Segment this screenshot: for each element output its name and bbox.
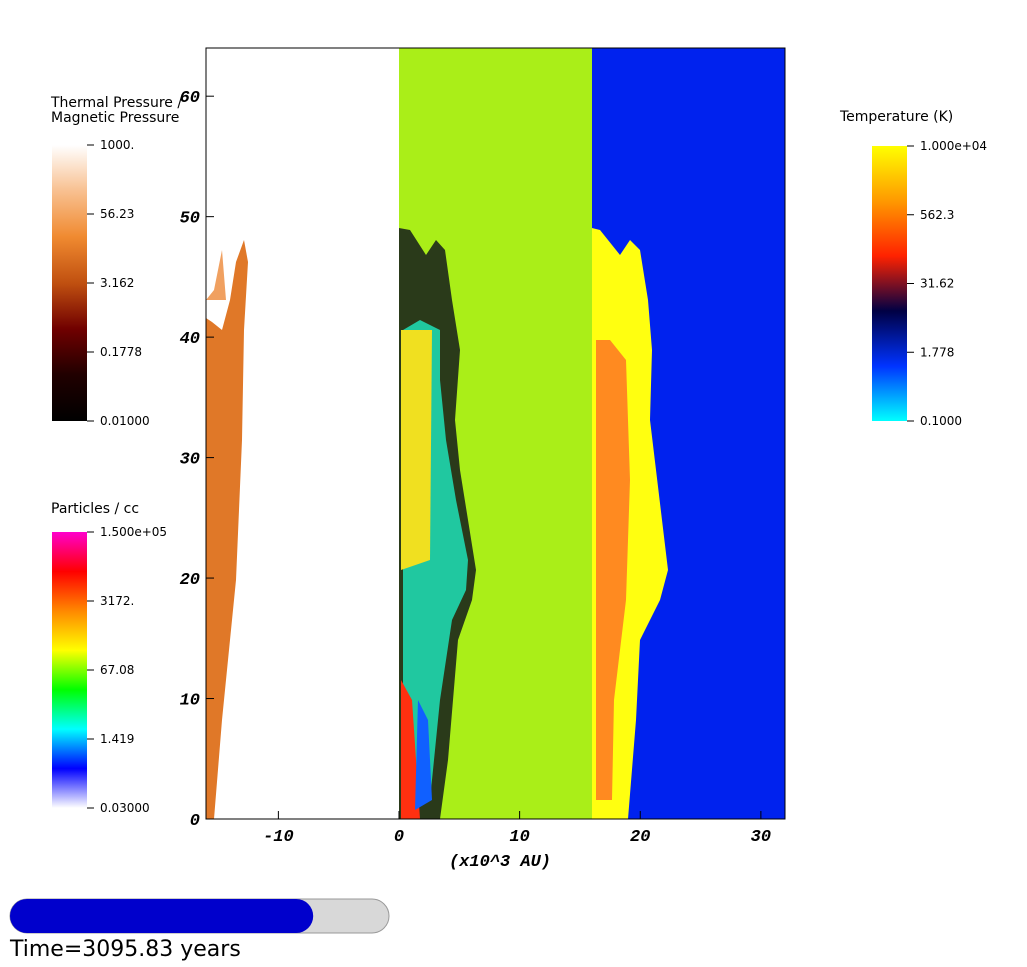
colorbar-tick-label: 1.500e+05	[100, 525, 167, 539]
colorbar-title: Thermal Pressure /	[50, 95, 182, 111]
colorbar-tick-label: 67.08	[100, 663, 134, 677]
colorbar-tick-label: 1000.	[100, 138, 134, 152]
x-tick-label: 10	[509, 828, 529, 847]
progress-fill	[10, 899, 314, 933]
y-tick-label: 50	[180, 210, 200, 229]
colorbar-tick-label: 0.1000	[920, 414, 962, 428]
colorbar-tick-label: 56.23	[100, 207, 134, 221]
x-tick-label: 20	[630, 828, 650, 847]
colorbar	[52, 532, 87, 808]
x-tick-label: 30	[751, 828, 771, 847]
colorbar-tick-label: 1.419	[100, 732, 134, 746]
colorbar-tick-label: 3.162	[100, 276, 134, 290]
colorbar	[872, 146, 907, 421]
colorbar-tick-label: 562.3	[920, 208, 954, 222]
colorbar-title: Temperature (K)	[839, 109, 953, 125]
x-tick-label: -10	[263, 828, 294, 847]
colorbar-tick-label: 1.000e+04	[920, 139, 987, 153]
colorbar	[52, 145, 87, 421]
y-tick-label: 40	[180, 330, 200, 349]
plume-left-tip	[206, 250, 226, 300]
axes: -10 0 10 20 30 0 10 20 30 40 50 60	[180, 89, 771, 847]
x-axis-label: (x10^3 AU)	[449, 853, 551, 872]
y-tick-label: 30	[180, 451, 200, 470]
colorbars: Thermal Pressure /Magnetic Pressure 1000.…	[50, 95, 987, 815]
plume-right-core	[596, 340, 630, 800]
plume-middle-core	[401, 330, 432, 570]
time-label: Time=3095.83 years	[9, 937, 241, 962]
plume-middle-base	[401, 680, 420, 819]
colorbar-title: Magnetic Pressure	[51, 110, 179, 126]
colorbar-tick-label: 0.03000	[100, 801, 150, 815]
y-tick-label: 20	[180, 571, 200, 590]
plot-frame	[205, 47, 786, 820]
colorbar-tick-label: 3172.	[100, 594, 134, 608]
colorbar-tick-label: 0.01000	[100, 414, 150, 428]
y-tick-label: 10	[180, 692, 200, 711]
colorbar-tick-label: 0.1778	[100, 345, 142, 359]
plume-middle-blue	[415, 700, 432, 810]
y-tick-label: 60	[180, 89, 200, 108]
colorbar-tick-label: 31.62	[920, 277, 954, 291]
plume-left	[206, 240, 248, 819]
y-tick-label: 0	[190, 812, 200, 831]
colorbar-tick-label: 1.778	[920, 345, 954, 359]
x-tick-label: 0	[394, 828, 404, 847]
colorbar-title: Particles / cc	[51, 501, 139, 517]
